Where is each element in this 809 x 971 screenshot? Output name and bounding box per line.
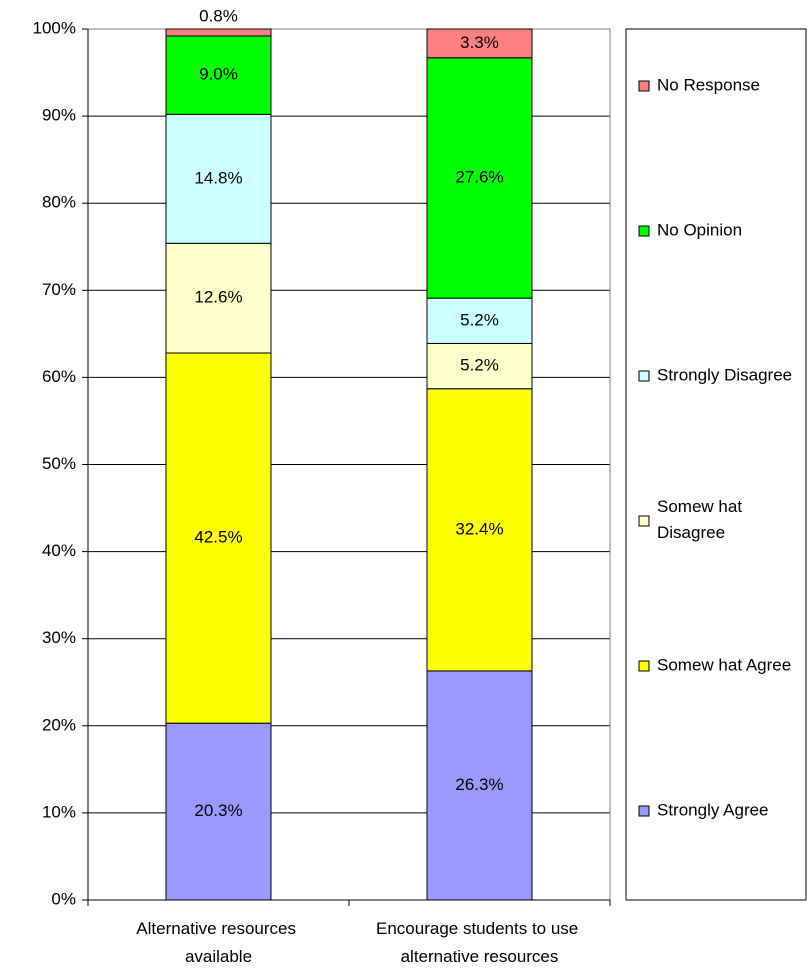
bar-segment xyxy=(426,388,533,672)
value-label: 32.4% xyxy=(455,519,503,538)
y-tick-label: 0% xyxy=(51,889,76,908)
legend-label: Strongly Disagree xyxy=(657,365,792,384)
bar-segment xyxy=(426,57,533,299)
value-label: 27.6% xyxy=(455,167,503,186)
value-label: 20.3% xyxy=(194,801,242,820)
y-tick-label: 90% xyxy=(42,106,76,125)
value-label: 26.3% xyxy=(455,775,503,794)
bar-segment xyxy=(165,35,272,115)
bar-segment xyxy=(426,670,533,901)
value-label: 3.3% xyxy=(460,33,499,52)
bar-segment xyxy=(165,113,272,244)
legend-label: Somew hat Disagree xyxy=(657,497,747,542)
bar-segment xyxy=(165,242,272,354)
value-label: 42.5% xyxy=(194,528,242,547)
legend-swatch xyxy=(638,225,650,237)
y-tick-label: 20% xyxy=(42,715,76,734)
legend-swatch xyxy=(638,660,650,672)
value-label: 9.0% xyxy=(199,65,238,84)
bar-segment xyxy=(426,297,533,344)
legend-box xyxy=(625,28,807,901)
value-label: 5.2% xyxy=(460,310,499,329)
y-tick-label: 60% xyxy=(42,367,76,386)
y-tick-label: 40% xyxy=(42,541,76,560)
bar-segment xyxy=(426,28,533,59)
bar-segment xyxy=(426,342,533,390)
legend-label: No Opinion xyxy=(657,220,742,239)
legend-swatch xyxy=(638,805,650,817)
value-label: 5.2% xyxy=(460,356,499,375)
legend-label: No Response xyxy=(657,75,760,94)
legend-label: Strongly Agree xyxy=(657,800,769,819)
value-label: 14.8% xyxy=(194,168,242,187)
legend-swatch xyxy=(638,515,650,527)
y-tick-label: 70% xyxy=(42,280,76,299)
bar-segment xyxy=(165,352,272,724)
legend-swatch xyxy=(638,80,650,92)
x-tick-label: Alternative resources available xyxy=(136,919,300,966)
y-tick-label: 50% xyxy=(42,454,76,473)
x-tick-label: Encourage students to use alternative re… xyxy=(376,919,583,966)
y-tick-label: 10% xyxy=(42,802,76,821)
value-label: 0.8% xyxy=(199,6,238,25)
y-tick-label: 30% xyxy=(42,628,76,647)
legend-label: Somew hat Agree xyxy=(657,655,791,674)
y-tick-label: 100% xyxy=(33,18,76,37)
legend-swatch xyxy=(638,370,650,382)
bar-segment xyxy=(165,28,272,37)
bar-segment xyxy=(165,722,272,901)
y-tick-label: 80% xyxy=(42,193,76,212)
value-label: 12.6% xyxy=(194,288,242,307)
